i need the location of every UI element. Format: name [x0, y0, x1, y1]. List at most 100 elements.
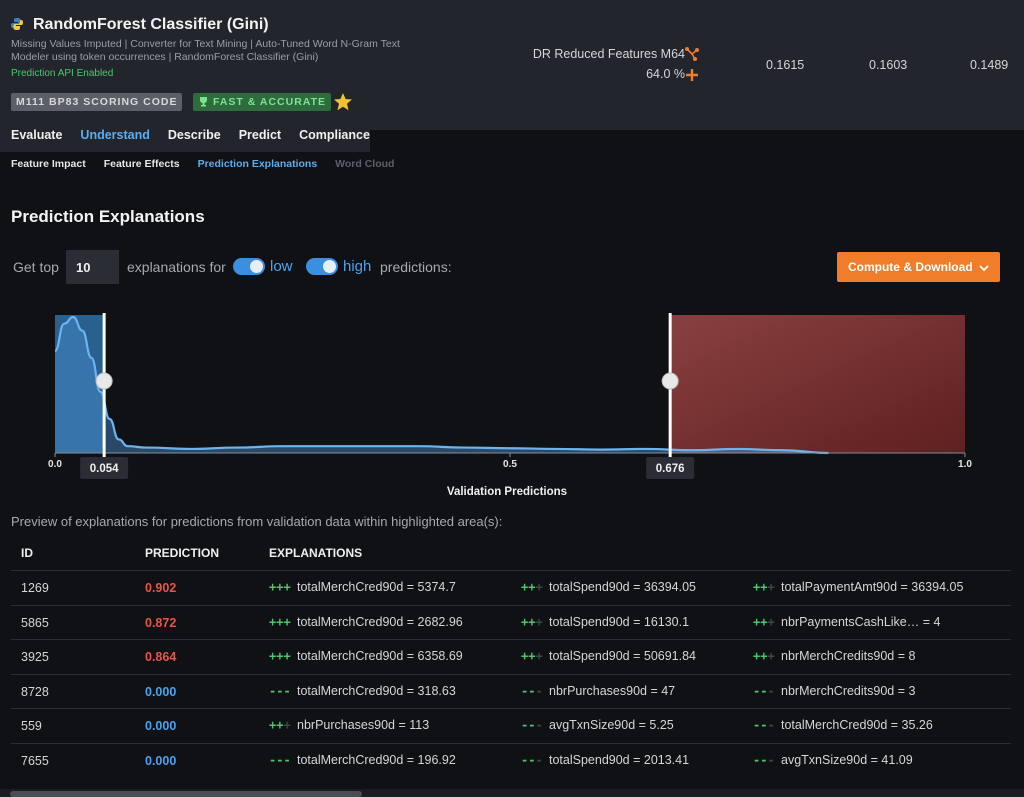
explanation-text: totalMerchCred90d = 2682.96 — [297, 614, 463, 629]
strength-indicator: --- — [269, 752, 291, 767]
row-prediction: 0.000 — [145, 684, 177, 699]
explanation-text: nbrMerchCredits90d = 3 — [781, 683, 916, 698]
add-icon[interactable] — [685, 68, 699, 82]
chevron-down-icon — [979, 265, 989, 272]
tab-understand[interactable]: Understand — [80, 128, 150, 142]
api-status: Prediction API Enabled — [11, 68, 114, 79]
x-tick-label-1: 0.5 — [503, 459, 517, 470]
explanation-cell: --- totalMerchCred90d = 196.92 — [269, 753, 456, 767]
subtab-prediction-explanations[interactable]: Prediction Explanations — [197, 158, 318, 170]
row-id: 5865 — [21, 615, 49, 630]
table-row[interactable]: 559 0.000 +++ nbrPurchases90d = 113 --- avgTx… — [11, 708, 1011, 743]
explanation-text: totalSpend90d = 36394.05 — [549, 580, 697, 594]
row-prediction: 0.864 — [145, 650, 177, 664]
sub-tabs: Feature Impact Feature Effects Predictio… — [11, 158, 394, 170]
explanation-text: totalMerchCred90d = 35.26 — [781, 718, 933, 732]
main-tabs: Evaluate Understand Describe Predict Com… — [11, 128, 370, 142]
tab-predict[interactable]: Predict — [238, 128, 282, 142]
explanation-cell: +++ totalSpend90d = 36394.05 — [521, 580, 696, 594]
explanation-text: avgTxnSize90d = 41.09 — [781, 752, 913, 767]
star-icon[interactable] — [333, 92, 353, 112]
strength-indicator: +++ — [521, 614, 543, 629]
strength-indicator: +++ — [269, 580, 291, 594]
model-description: Missing Values Imputed | Converter for T… — [11, 38, 400, 63]
preview-note: Preview of explanations for predictions … — [11, 514, 503, 529]
python-icon — [11, 18, 23, 30]
strength-indicator: +++ — [753, 580, 775, 594]
explanation-text: totalMerchCred90d = 5374.7 — [297, 580, 456, 594]
header-prediction: PREDICTION — [145, 546, 220, 560]
explanation-cell: --- avgTxnSize90d = 5.25 — [521, 718, 674, 732]
high-toggle-knob — [323, 260, 336, 273]
explanation-text: avgTxnSize90d = 5.25 — [549, 718, 674, 732]
score-validation: 0.1615 — [766, 58, 805, 72]
feature-list-icon[interactable] — [684, 46, 700, 62]
header-tab-area — [0, 118, 370, 152]
fast-accurate-label: FAST & ACCURATE — [213, 96, 326, 108]
explanation-cell: +++ totalMerchCred90d = 5374.7 — [269, 580, 456, 594]
strength-indicator: +++ — [753, 614, 775, 629]
explanation-cell: +++ nbrMerchCredits90d = 8 — [753, 649, 915, 663]
low-toggle-label: low — [270, 258, 293, 275]
subtab-feature-impact[interactable]: Feature Impact — [11, 158, 86, 170]
table-row[interactable]: 3925 0.864 +++ totalMerchCred90d = 6358.69 +… — [11, 639, 1011, 674]
explanation-cell: +++ totalSpend90d = 50691.84 — [521, 649, 696, 663]
feature-list-name: DR Reduced Features M64 — [532, 47, 685, 61]
low-threshold-label-box — [80, 457, 129, 479]
explanation-text: totalSpend90d = 50691.84 — [549, 649, 697, 663]
table-row[interactable]: 7655 0.000 --- totalMerchCred90d = 196.92 --… — [11, 742, 1011, 778]
strength-indicator: +++ — [753, 649, 775, 663]
low-toggle[interactable] — [233, 258, 265, 275]
row-id: 8728 — [21, 684, 49, 699]
x-axis-label: Validation Predictions — [446, 486, 568, 498]
row-prediction: 0.902 — [145, 581, 177, 595]
explanation-text: totalMerchCred90d = 318.63 — [297, 683, 456, 698]
horizontal-scrollbar[interactable] — [0, 789, 1024, 797]
strength-indicator: --- — [521, 718, 543, 732]
strength-indicator: +++ — [269, 649, 291, 663]
explanation-text: totalSpend90d = 16130.1 — [549, 614, 690, 629]
strength-indicator: +++ — [269, 614, 291, 629]
explanation-text: nbrPurchases90d = 113 — [297, 718, 430, 732]
low-threshold-handle[interactable] — [95, 372, 113, 390]
explanation-text: nbrMerchCredits90d = 8 — [781, 649, 916, 663]
high-toggle[interactable] — [306, 258, 338, 275]
compute-download-label: Compute & Download — [847, 260, 973, 274]
strength-indicator: --- — [753, 718, 775, 732]
explanation-cell: +++ totalMerchCred90d = 6358.69 — [269, 649, 463, 663]
score-crossvalidation: 0.1603 — [869, 58, 908, 72]
table-row[interactable]: 5865 0.872 +++ totalMerchCred90d = 2682.96 +… — [11, 604, 1011, 640]
row-id: 7655 — [21, 753, 49, 768]
strength-indicator: +++ — [269, 718, 291, 732]
strength-indicator: --- — [753, 683, 775, 698]
tab-compliance[interactable]: Compliance — [299, 128, 370, 142]
low-region — [55, 315, 105, 453]
top-n-input[interactable] — [66, 250, 119, 284]
row-prediction: 0.000 — [145, 719, 177, 733]
low-threshold-label: 0.054 — [90, 463, 119, 475]
subtab-word-cloud: Word Cloud — [335, 158, 395, 170]
explanation-cell: +++ nbrPaymentsCashLike… = 4 — [753, 615, 940, 629]
scrollbar-thumb[interactable] — [10, 791, 362, 797]
table-row[interactable]: 1269 0.902 +++ totalMerchCred90d = 5374.7 ++… — [11, 570, 1011, 605]
x-tick-label-2: 1.0 — [958, 459, 972, 470]
table-row[interactable]: 8728 0.000 --- totalMerchCred90d = 318.63 --… — [11, 673, 1011, 709]
strength-indicator: +++ — [521, 580, 543, 594]
high-threshold-handle[interactable] — [661, 372, 679, 390]
explanation-cell: +++ totalMerchCred90d = 2682.96 — [269, 615, 463, 629]
strength-indicator: --- — [521, 752, 543, 767]
subtab-feature-effects[interactable]: Feature Effects — [103, 158, 180, 170]
fast-accurate-badge: FAST & ACCURATE — [193, 93, 331, 111]
explanation-cell: --- totalSpend90d = 2013.41 — [521, 753, 689, 767]
feature-list-info: DR Reduced Features M64 64.0 % — [500, 47, 685, 81]
strength-indicator: --- — [753, 752, 775, 767]
tab-describe[interactable]: Describe — [167, 128, 221, 142]
explanation-cell: --- avgTxnSize90d = 41.09 — [753, 753, 913, 767]
row-id: 1269 — [21, 581, 49, 595]
high-toggle-label: high — [343, 258, 372, 275]
compute-download-button[interactable]: Compute & Download — [837, 252, 1000, 282]
row-id: 3925 — [21, 650, 49, 664]
tab-evaluate[interactable]: Evaluate — [11, 128, 63, 142]
sample-percent: 64.0 % — [646, 67, 685, 81]
explanation-cell: --- totalMerchCred90d = 318.63 — [269, 684, 456, 698]
